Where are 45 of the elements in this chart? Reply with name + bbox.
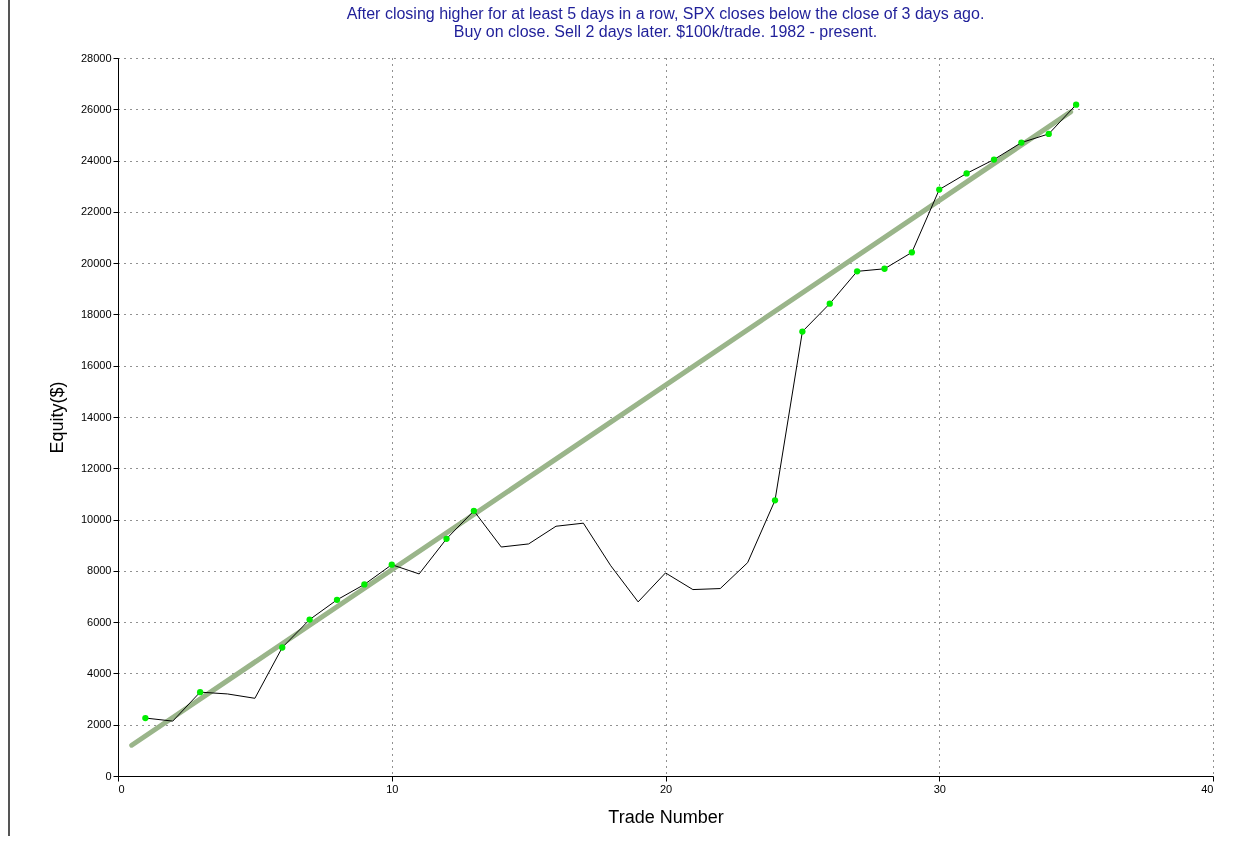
point (908, 249, 916, 256)
point (963, 170, 970, 177)
y-tick-label: 8000 (87, 564, 112, 577)
y-tick-label: 14000 (80, 410, 112, 423)
y-tick-label: 12000 (80, 461, 112, 474)
point (1045, 130, 1052, 138)
point (361, 581, 368, 588)
point (771, 497, 779, 504)
point (826, 300, 833, 307)
y-tick-label: 4000 (87, 666, 112, 679)
y-tick-label: 26000 (80, 102, 112, 115)
x-axis-title: Trade Number (608, 806, 724, 827)
x-tick-label: 40 (1201, 782, 1214, 795)
x-tick-label: 30 (933, 782, 946, 795)
y-tick-label: 2000 (87, 718, 112, 731)
y-tick-label: 18000 (80, 307, 112, 320)
point (936, 186, 943, 193)
x-tick-label: 0 (118, 782, 125, 795)
point (990, 156, 998, 163)
point (853, 268, 861, 275)
y-tick-label: 10000 (80, 513, 112, 526)
y-axis-title: Equity($) (46, 381, 67, 454)
point (799, 328, 806, 335)
point (1072, 101, 1080, 108)
point (443, 535, 450, 542)
y-tick-label: 20000 (80, 256, 112, 269)
y-tick-label: 28000 (80, 51, 112, 64)
x-tick-label: 10 (386, 782, 399, 795)
y-tick-label: 22000 (80, 205, 112, 218)
point (470, 507, 478, 515)
point (196, 688, 204, 696)
point (279, 644, 286, 651)
y-tick-label: 6000 (87, 615, 112, 628)
point (142, 714, 149, 722)
point (333, 596, 341, 603)
y-tick-label: 24000 (80, 154, 112, 167)
chart-subtitle: Buy on close. Sell 2 days later. $100k/trade. 1982 - present. (453, 23, 878, 40)
x-tick-label: 20 (659, 782, 673, 795)
y-tick-label: 0 (105, 769, 112, 782)
chart-title: After closing higher for at least 5 days in a row, SPX closes below the close of 3 days ago. (346, 5, 985, 22)
point (388, 561, 395, 568)
point (1018, 139, 1025, 146)
point (306, 616, 313, 623)
point (881, 265, 888, 272)
y-tick-label: 16000 (80, 359, 112, 372)
